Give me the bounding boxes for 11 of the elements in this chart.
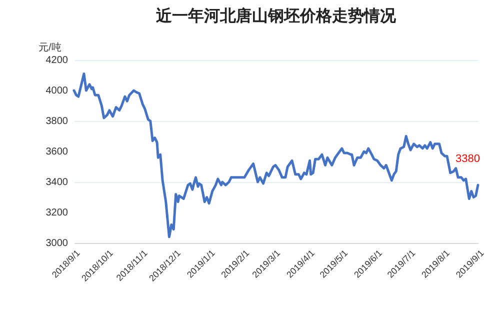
y-tick-label: 4000 <box>46 86 68 96</box>
y-tick-label: 3200 <box>46 208 68 218</box>
y-tick-label: 3400 <box>46 177 68 188</box>
y-tick-label: 3600 <box>46 146 68 158</box>
annotation: 3380 <box>456 153 480 166</box>
y-tick-label: 3000 <box>46 238 68 249</box>
line-series <box>72 72 480 238</box>
y-tick-label: 3800 <box>46 116 68 127</box>
chart-title: 近一年河北唐山钢坯价格走势情况 <box>155 7 397 25</box>
y-tick-label: 4200 <box>46 55 68 66</box>
y-axis-title: 元/吨 <box>38 42 62 54</box>
